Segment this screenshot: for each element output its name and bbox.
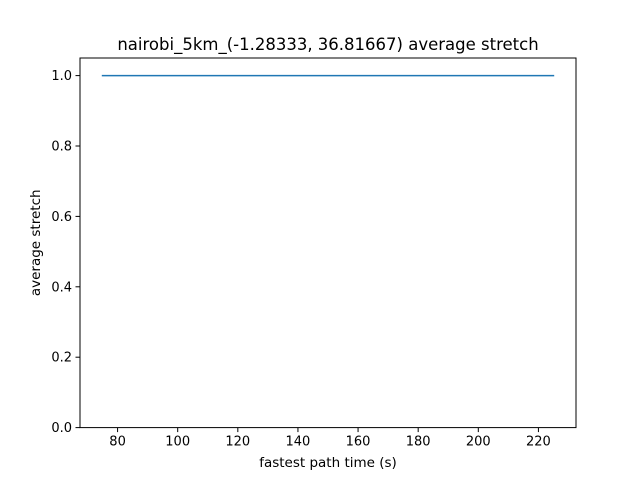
x-tick-label: 120 [225, 435, 250, 450]
y-tick-label: 0.8 [51, 140, 72, 155]
y-tick-label: 1.0 [51, 69, 72, 84]
x-tick-label: 220 [526, 435, 551, 450]
x-axis-label: fastest path time (s) [259, 455, 397, 471]
chart-title: nairobi_5km_(-1.28333, 36.81667) average… [117, 35, 538, 55]
x-axis-ticks: 80 100 120 140 160 180 200 220 [109, 427, 551, 450]
x-tick-label: 100 [165, 435, 190, 450]
plot-area-frame [79, 57, 577, 429]
x-tick-label: 140 [286, 435, 311, 450]
y-axis-ticks: 0.0 0.2 0.4 0.6 0.8 1.0 [51, 69, 80, 436]
y-tick-label: 0.6 [51, 210, 72, 225]
x-tick-label: 80 [109, 435, 126, 450]
x-tick-label: 180 [406, 435, 431, 450]
y-tick-label: 0.2 [51, 351, 72, 366]
x-tick-label: 160 [346, 435, 371, 450]
y-axis-label: average stretch [28, 189, 44, 296]
y-tick-label: 0.0 [51, 421, 72, 436]
y-tick-label: 0.4 [51, 280, 72, 295]
x-tick-label: 200 [466, 435, 491, 450]
